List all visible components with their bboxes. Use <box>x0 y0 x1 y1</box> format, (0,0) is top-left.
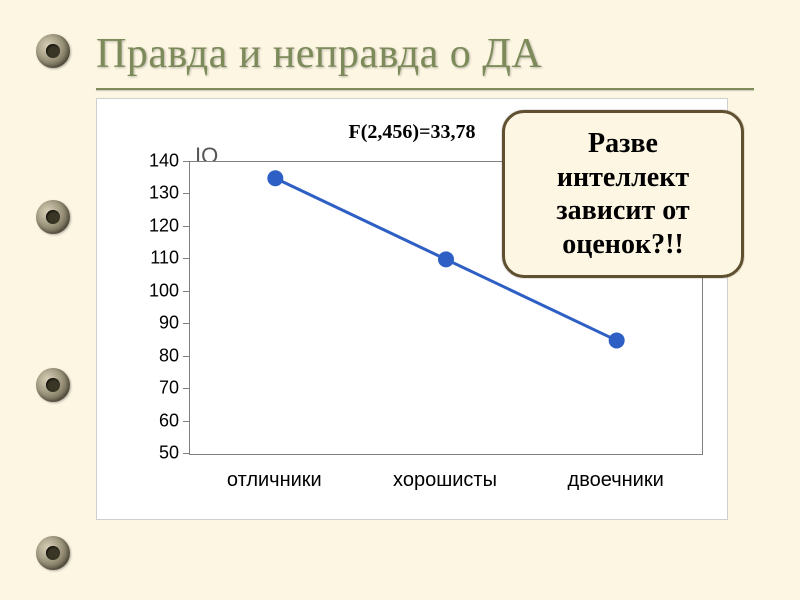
ytick-label: 120 <box>135 215 179 236</box>
slide: Правда и неправда о ДА F(2,456)=33,78 IQ… <box>0 0 800 600</box>
ytick <box>183 388 189 389</box>
ytick <box>183 291 189 292</box>
binder-hole <box>36 536 70 570</box>
ytick <box>183 323 189 324</box>
callout-box: Разве интеллект зависит от оценок?!! <box>502 110 744 278</box>
ytick <box>183 453 189 454</box>
ytick-label: 90 <box>135 313 179 334</box>
ytick-label: 80 <box>135 345 179 366</box>
page-title: Правда и неправда о ДА <box>96 30 542 78</box>
ytick <box>183 226 189 227</box>
data-marker <box>438 251 454 267</box>
ytick-label: 100 <box>135 280 179 301</box>
ytick-label: 130 <box>135 183 179 204</box>
data-marker <box>609 332 625 348</box>
ytick-label: 110 <box>135 248 179 269</box>
xtick-label: хорошисты <box>393 469 497 492</box>
ytick-label: 50 <box>135 443 179 464</box>
ytick-label: 70 <box>135 378 179 399</box>
xtick-label: двоечники <box>568 469 664 492</box>
ytick <box>183 258 189 259</box>
ytick-label: 60 <box>135 410 179 431</box>
ytick <box>183 421 189 422</box>
binder-hole <box>36 368 70 402</box>
ytick-label: 140 <box>135 151 179 172</box>
binder-hole <box>36 200 70 234</box>
ytick <box>183 356 189 357</box>
xtick-label: отличники <box>227 469 322 492</box>
ytick <box>183 161 189 162</box>
ytick <box>183 193 189 194</box>
binder-hole <box>36 34 70 68</box>
title-underline <box>96 88 754 90</box>
data-marker <box>267 170 283 186</box>
callout-text: Разве интеллект зависит от оценок?!! <box>556 128 689 260</box>
